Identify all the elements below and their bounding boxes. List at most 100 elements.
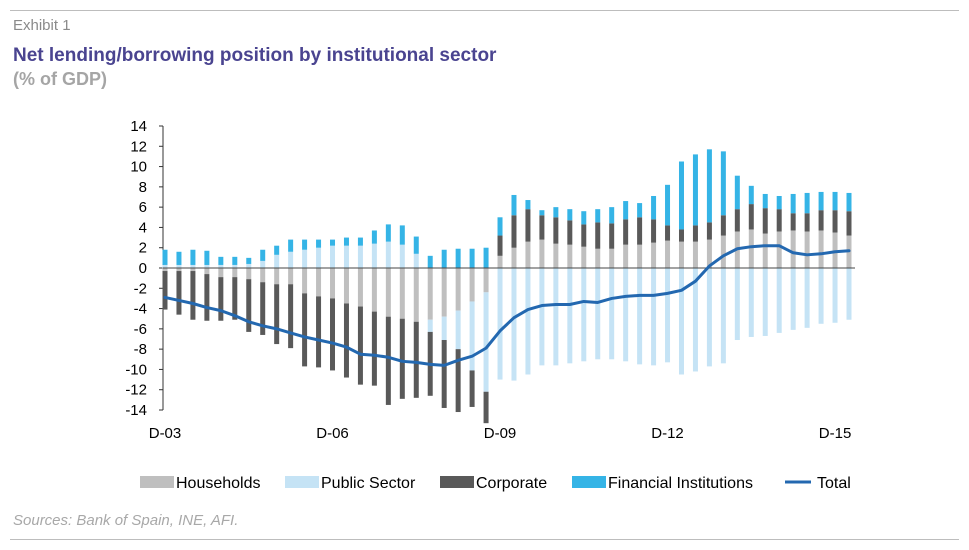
bar-households <box>176 268 182 272</box>
bar-households <box>469 268 475 302</box>
bar-corporate <box>790 213 796 231</box>
bar-households <box>609 248 615 268</box>
bar-financial-institutions <box>190 249 196 265</box>
y-tick-label: 12 <box>130 138 147 155</box>
bar-corporate <box>343 303 349 378</box>
x-tick-label: D-06 <box>316 425 349 442</box>
bar-financial-institutions <box>846 192 852 212</box>
bar-households <box>748 229 754 268</box>
bar-corporate <box>511 215 517 248</box>
bar-households <box>316 268 322 297</box>
bar-financial-institutions <box>427 255 433 268</box>
bar-public-sector <box>343 245 349 268</box>
bar-corporate <box>330 298 336 371</box>
bar-public-sector <box>413 253 419 268</box>
bar-public-sector <box>637 268 643 365</box>
y-tick-label: -4 <box>134 301 147 318</box>
bar-corporate <box>413 321 419 398</box>
y-tick-label: -12 <box>125 382 147 399</box>
bar-corporate <box>525 209 531 242</box>
bar-corporate <box>818 210 824 231</box>
bar-public-sector <box>399 244 405 268</box>
bar-financial-institutions <box>720 151 726 216</box>
bar-households <box>274 268 280 285</box>
bar-households <box>665 240 671 268</box>
bar-financial-institutions <box>469 248 475 268</box>
exhibit-label: Exhibit 1 <box>13 17 71 34</box>
y-tick-label: -14 <box>125 402 147 419</box>
bar-financial-institutions <box>665 184 671 226</box>
legend-label: Financial Institutions <box>608 475 753 492</box>
bar-households <box>483 268 489 293</box>
bar-public-sector <box>595 268 601 360</box>
bar-financial-institutions <box>567 209 573 221</box>
bar-households <box>190 268 196 272</box>
bar-financial-institutions <box>678 161 684 230</box>
y-tick-label: -2 <box>134 280 147 297</box>
bar-financial-institutions <box>246 257 252 264</box>
bar-households <box>706 239 712 268</box>
bar-corporate <box>692 225 698 242</box>
bar-financial-institutions <box>790 193 796 214</box>
bar-corporate <box>399 318 405 399</box>
bottom-rule <box>10 539 959 540</box>
bar-households <box>567 244 573 268</box>
x-tick-label: D-09 <box>484 425 517 442</box>
bar-public-sector <box>427 319 433 332</box>
bar-public-sector <box>357 245 363 268</box>
bar-public-sector <box>288 251 294 268</box>
bar-corporate <box>846 211 852 236</box>
bar-public-sector <box>316 247 322 268</box>
bar-financial-institutions <box>413 236 419 254</box>
source-note: Sources: Bank of Spain, INE, AFI. <box>13 512 239 529</box>
bar-corporate <box>665 225 671 241</box>
bar-households <box>581 246 587 268</box>
bar-corporate <box>553 217 559 244</box>
legend-swatch <box>440 476 474 488</box>
bar-households <box>818 230 824 268</box>
bar-corporate <box>776 209 782 232</box>
bar-public-sector <box>232 264 238 268</box>
bar-households <box>637 244 643 268</box>
bar-financial-institutions <box>581 211 587 225</box>
bar-corporate <box>539 215 545 240</box>
bar-public-sector <box>441 316 447 341</box>
y-tick-label: 2 <box>139 240 147 257</box>
bar-households <box>832 232 838 268</box>
top-rule <box>10 10 959 11</box>
bar-corporate <box>260 282 266 335</box>
bar-households <box>260 268 266 283</box>
bar-financial-institutions <box>734 175 740 210</box>
bar-corporate <box>762 208 768 234</box>
bar-financial-institutions <box>539 210 545 216</box>
bar-financial-institutions <box>302 239 308 250</box>
bar-public-sector <box>371 243 377 268</box>
y-tick-label: 8 <box>139 179 147 196</box>
y-tick-label: 4 <box>139 219 147 236</box>
bar-households <box>720 235 726 268</box>
bar-public-sector <box>497 268 503 380</box>
bar-public-sector <box>651 268 657 366</box>
bar-public-sector <box>581 268 587 362</box>
bar-public-sector <box>302 249 308 268</box>
bar-households <box>539 239 545 268</box>
bar-households <box>399 268 405 319</box>
bar-households <box>692 241 698 268</box>
bar-public-sector <box>176 264 182 268</box>
bar-public-sector <box>483 292 489 392</box>
bar-households <box>288 268 294 285</box>
bar-public-sector <box>720 268 726 364</box>
bar-households <box>232 268 238 278</box>
bar-corporate <box>804 213 810 232</box>
bar-corporate <box>246 279 252 332</box>
bar-households <box>678 241 684 268</box>
bar-households <box>651 242 657 268</box>
bar-public-sector <box>260 260 266 268</box>
bar-corporate <box>720 215 726 236</box>
bar-financial-institutions <box>595 209 601 223</box>
bar-public-sector <box>218 264 224 268</box>
bar-financial-institutions <box>832 191 838 211</box>
bar-corporate <box>651 219 657 243</box>
chart-subtitle: (% of GDP) <box>13 69 107 89</box>
